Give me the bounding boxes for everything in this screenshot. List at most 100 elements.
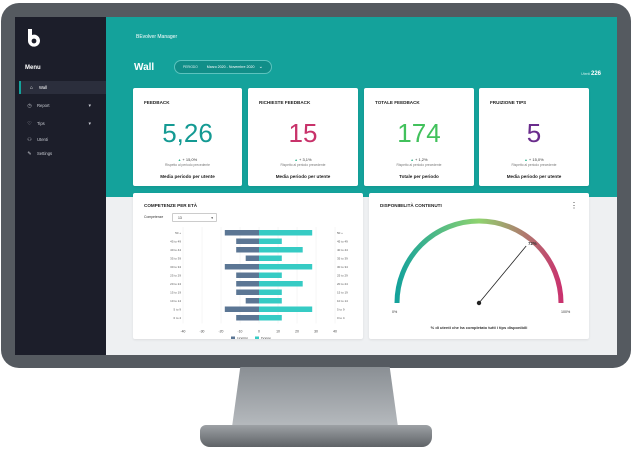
- monitor-stand-base: [200, 425, 432, 447]
- kpi-card-fruizione: FRUIZIONE TIPS 5 ▲ + 15,0% Rispetto al p…: [479, 88, 589, 186]
- arrow-up-icon: ▲: [524, 158, 528, 162]
- x-tick-label: -20: [219, 330, 224, 334]
- kpi-footer: Media periodo per utente: [160, 174, 215, 179]
- sidebar-item-label: Utenti: [37, 137, 48, 142]
- kpi-delta-value: + 15,0%: [528, 157, 544, 162]
- sidebar-item-tips[interactable]: ♡ Tips ▾: [19, 117, 105, 130]
- x-tick-label: -10: [238, 330, 243, 334]
- main-content: BEvolver Manager Wall PERIODO Marzo 2020…: [106, 17, 617, 355]
- gauge-chart: 72%: [394, 218, 564, 306]
- age-label-left: 10 to 14: [170, 299, 181, 303]
- legend-label-donne: Donne: [261, 337, 271, 340]
- age-label-right: 20 to 24: [337, 282, 348, 286]
- kpi-value: 5,26: [162, 118, 213, 148]
- gauge-value-label: 72%: [528, 241, 537, 246]
- period-label: PERIODO: [183, 65, 198, 69]
- kpi-value: 5: [526, 118, 542, 148]
- competenze-select[interactable]: 13 ▾: [172, 213, 217, 222]
- kpi-delta: ▲ + 15,0%: [133, 157, 242, 162]
- bar-uomini: [236, 247, 259, 253]
- gauge-caption: % di utenti che ha completato tutti i ti…: [430, 325, 528, 330]
- bar-uomini: [236, 281, 259, 287]
- kpi-note: Rispetto al periodo precedente: [280, 163, 326, 167]
- users-count: 226: [590, 71, 601, 77]
- bar-donne: [259, 247, 303, 253]
- chevron-down-icon: ⌄: [258, 64, 263, 70]
- legend-swatch-donne: [255, 336, 259, 339]
- age-pyramid-chart: -40 -30 -20 -10 0 10 20 30 40 50 + 50 + 45 to 49 45 …: [170, 227, 348, 340]
- period-selector[interactable]: PERIODO Marzo 2020 - Novembre 2020 ⌄: [174, 60, 272, 74]
- kpi-title: TOTALE FEEDBACK: [375, 100, 420, 105]
- sidebar-item-report[interactable]: ◷ Report ▾: [19, 99, 105, 112]
- kpi-delta-value: + 3,1%: [299, 157, 312, 162]
- settings-icon: ✎: [27, 150, 32, 157]
- app-logo: [28, 29, 40, 47]
- filter-label: Competenze: [144, 215, 164, 219]
- age-label-right: 10 to 14: [337, 299, 348, 303]
- users-total: Utenti 226: [581, 71, 601, 77]
- panel-title: DISPONIBILITÀ CONTENUTI: [380, 203, 442, 208]
- more-options-icon[interactable]: ⋮: [570, 201, 578, 210]
- sidebar-item-label: Tips: [37, 121, 45, 126]
- gauge-min-label: 0%: [392, 310, 398, 314]
- period-value: Marzo 2020 - Novembre 2020: [206, 65, 255, 69]
- bar-donne: [259, 238, 282, 244]
- kpi-delta: ▲ + 1,2%: [364, 157, 474, 162]
- panel-title: COMPETENZE PER ETÀ: [144, 203, 198, 208]
- sidebar-item-label: Report: [37, 103, 50, 108]
- sidebar-item-settings[interactable]: ✎ Settings: [19, 147, 105, 160]
- sidebar-item-wall[interactable]: ⌂ Wall: [19, 81, 107, 94]
- bar-donne: [259, 272, 282, 278]
- kpi-delta-value: + 1,2%: [415, 157, 428, 162]
- gauge-arc: [394, 218, 564, 304]
- age-label-left: 35 to 39: [170, 257, 181, 261]
- kpi-note: Rispetto al periodo precedente: [396, 163, 442, 167]
- chevron-down-icon: ▾: [88, 102, 91, 109]
- x-tick-label: 40: [333, 330, 337, 334]
- users-label: Utenti: [581, 72, 591, 76]
- users-icon: ⚇: [27, 136, 32, 143]
- x-tick-label: 0: [258, 330, 260, 334]
- kpi-note: Rispetto al periodo precedente: [511, 163, 557, 167]
- kpi-delta-value: + 15,0%: [182, 157, 198, 162]
- page-title: Wall: [134, 62, 155, 73]
- arrow-up-icon: ▲: [294, 158, 298, 162]
- age-label-right: 40 to 44: [337, 248, 348, 252]
- bar-uomini: [245, 298, 259, 304]
- competenze-panel: COMPETENZE PER ETÀ Competenze 13 ▾ -40 -3…: [133, 193, 363, 339]
- x-tick-label: 10: [276, 330, 280, 334]
- kpi-delta: ▲ + 15,0%: [479, 157, 589, 162]
- kpi-footer: Totale per periodo: [399, 174, 439, 179]
- bar-donne: [259, 289, 282, 295]
- x-tick-label: 30: [314, 330, 318, 334]
- age-label-right: 30 to 34: [337, 265, 348, 269]
- bar-donne: [259, 298, 282, 304]
- x-tick-label: 20: [295, 330, 299, 334]
- arrow-up-icon: ▲: [177, 158, 182, 162]
- tips-icon: ♡: [27, 120, 32, 127]
- bar-donne: [259, 281, 303, 287]
- age-label-left: 30 to 34: [170, 265, 181, 269]
- bar-uomini: [224, 306, 259, 312]
- bar-donne: [259, 306, 313, 312]
- kpi-title: RICHIESTE FEEDBACK: [259, 100, 311, 105]
- kpi-card-richieste: RICHIESTE FEEDBACK 15 ▲ + 3,1% Rispetto …: [248, 88, 358, 186]
- sidebar-item-utenti[interactable]: ⚇ Utenti: [19, 133, 105, 146]
- legend-label-uomini: Uomini: [237, 337, 248, 340]
- kpi-title: FRUIZIONE TIPS: [490, 100, 527, 105]
- bar-donne: [259, 230, 313, 236]
- sidebar-item-label: Wall: [39, 85, 47, 90]
- age-label-left: 15 to 19: [170, 291, 181, 295]
- dashboard-icon: ⌂: [29, 84, 34, 91]
- kpi-value: 174: [397, 118, 441, 148]
- age-label-right: 25 to 29: [337, 274, 348, 278]
- age-label-right: 45 to 49: [337, 240, 348, 244]
- kpi-title: FEEDBACK: [144, 100, 170, 105]
- sidebar-item-label: Settings: [37, 151, 53, 156]
- chevron-down-icon: ▾: [211, 215, 213, 220]
- kpi-value: 15: [288, 118, 318, 148]
- bar-donne: [259, 264, 313, 270]
- gauge-needle: [478, 245, 527, 304]
- gauge-needle-hub: [476, 300, 482, 306]
- app-title: BEvolver Manager: [136, 34, 178, 40]
